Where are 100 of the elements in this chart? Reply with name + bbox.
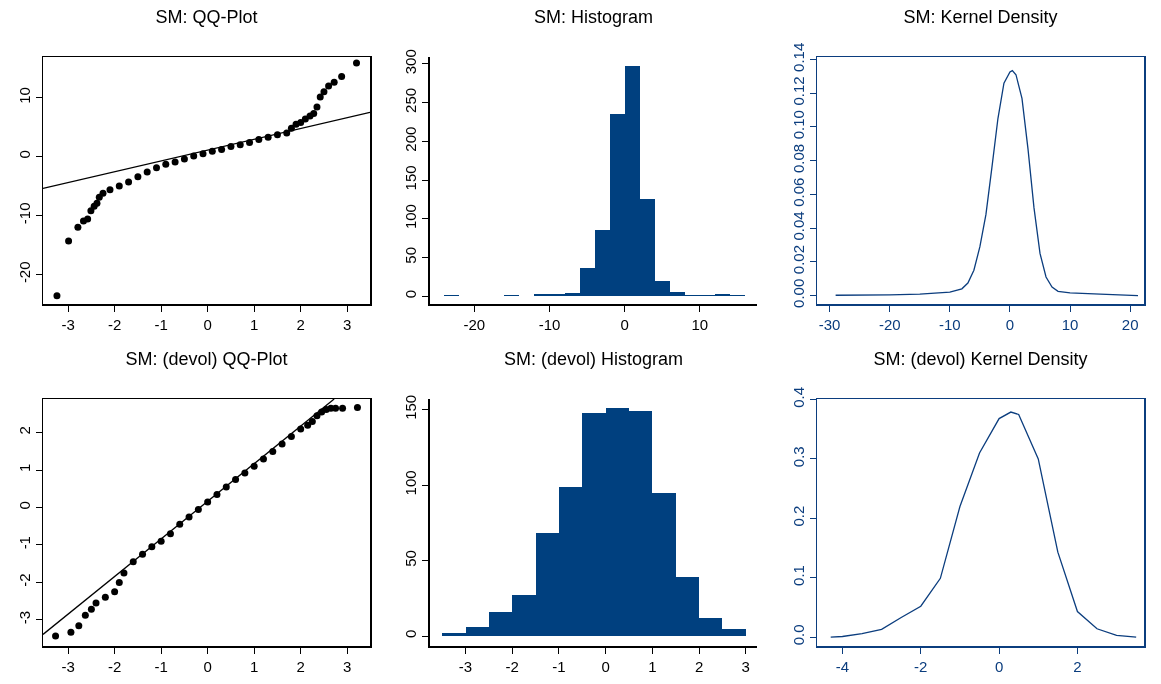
x-tick-label: 1 [250,657,259,675]
y-tick-label: -10 [15,202,33,225]
point [134,173,142,181]
x-tick-label: -20 [878,315,901,333]
y-tick-label: 0.10 [789,110,807,140]
chart-title: SM: (devol) Histogram [503,348,684,369]
x-tick-label: -10 [538,316,561,333]
x-tick-label: -1 [552,658,566,675]
x-tick-label: 0 [1005,315,1015,333]
point [99,189,107,197]
x-tick-label: -2 [107,315,122,333]
point [53,292,61,300]
y-tick-label: 0.02 [789,245,807,275]
y-tick-label: 0.3 [789,446,807,468]
point [180,155,188,163]
point [84,215,92,223]
point [115,182,123,190]
chart-title: SM: Kernel Density [903,6,1058,27]
chart-title: SM: QQ-Plot [155,6,258,27]
y-tick-label: 0 [402,289,419,299]
point [65,237,73,245]
y-tick-label: -3 [15,610,33,625]
line-series [830,411,1137,638]
point [320,88,328,96]
y-tick-label: 0.12 [789,76,807,106]
x-tick-label: 0 [620,316,629,333]
x-tick-label: -10 [939,315,961,333]
point [115,578,123,586]
y-tick-label: 0.04 [789,211,807,241]
chart-title: SM: (devol) QQ-Plot [125,348,288,369]
point [125,178,133,186]
y-tick-label: 150 [402,394,419,420]
x-tick-label: 0 [994,657,1004,675]
point [353,404,361,412]
x-tick-label: 1 [250,315,259,333]
y-tick-label: 300 [402,49,419,75]
y-tick-label: 1 [15,463,33,473]
point [310,110,318,118]
x-tick-label: -2 [107,657,122,675]
y-tick-label: 2 [15,426,33,435]
x-tick-label: 0 [203,315,212,333]
point [143,168,151,176]
y-tick-label: 100 [402,204,419,230]
y-tick-label: 0.4 [789,386,807,408]
y-tick-label: 0 [402,629,419,639]
point [106,186,114,194]
point [52,632,60,640]
point [308,417,316,425]
point [81,611,89,619]
x-tick-label: 20 [1121,315,1139,333]
y-tick-label: 10 [15,87,33,104]
point [297,118,305,126]
point [338,72,346,80]
y-tick-label: 0.08 [789,143,807,174]
point [171,158,179,166]
x-tick-label: 3 [343,315,352,333]
x-tick-label: 3 [343,657,352,675]
point [313,103,321,111]
y-tick-label: -20 [15,261,33,284]
y-tick-label: 0.2 [789,505,807,527]
x-tick-label: -1 [154,657,168,675]
point [353,59,361,67]
point [304,421,312,429]
point [111,588,119,596]
y-tick-label: 0.1 [789,565,807,586]
y-tick-label: -2 [15,573,33,587]
x-tick-label: -3 [61,657,75,675]
x-tick-label: -20 [463,316,486,333]
line-series [834,70,1139,297]
x-tick-label: 2 [296,315,305,333]
y-tick-label: 0 [15,501,33,510]
point [339,404,347,412]
point [74,223,82,231]
y-tick-label: 50 [402,246,419,264]
x-tick-label: 10 [691,316,709,333]
y-tick-label: 0.0 [789,624,807,646]
x-tick-label: 10 [1061,315,1079,333]
point [67,628,75,636]
y-tick-label: 0 [15,150,33,159]
y-tick-label: 250 [402,87,419,113]
y-tick-label: 100 [402,470,419,496]
y-tick-label: -1 [15,536,33,550]
y-tick-label: 0.00 [789,278,807,308]
point [332,404,340,412]
y-tick-label: 150 [402,165,419,191]
point [316,93,324,101]
point [101,593,109,601]
x-tick-label: 1 [648,658,657,675]
point [87,605,95,613]
y-tick-label: 200 [402,126,419,152]
x-tick-label: -2 [914,657,928,675]
point [325,82,333,90]
point [218,146,226,154]
y-tick-label: 50 [402,550,419,567]
x-tick-label: 0 [203,657,212,675]
x-tick-label: -30 [818,315,841,333]
x-tick-label: -2 [505,658,519,675]
point [153,164,160,172]
point [162,160,170,168]
x-tick-label: -1 [154,315,168,333]
